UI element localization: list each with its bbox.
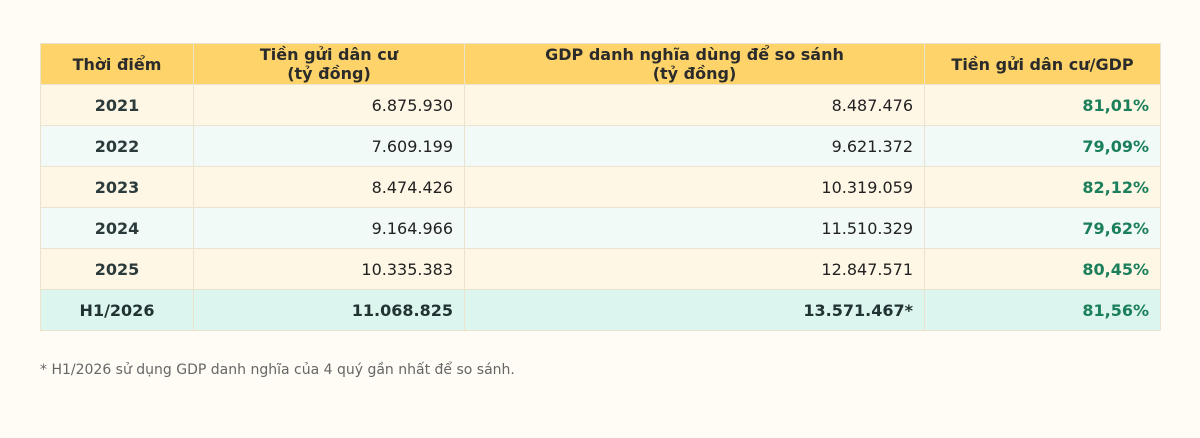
- table-cell: 2025: [40, 248, 194, 290]
- table-row: 2024 9.164.966 11.510.329 79,62%: [40, 207, 1161, 249]
- footnote: * H1/2026 sử dụng GDP danh nghĩa của 4 q…: [40, 362, 515, 378]
- table-cell: 7.609.199: [193, 125, 465, 167]
- table-row: 2023 8.474.426 10.319.059 82,12%: [40, 166, 1161, 208]
- data-table: Thời điểm Tiền gửi dân cư (tỷ đồng) GDP da…: [40, 43, 1161, 331]
- table-cell: 9.621.372: [464, 125, 925, 167]
- table-cell: 81,56%: [924, 289, 1161, 331]
- table-cell: 79,62%: [924, 207, 1161, 249]
- column-header: Thời điểm: [40, 43, 194, 85]
- table-cell: 2022: [40, 125, 194, 167]
- table-cell: 2023: [40, 166, 194, 208]
- table-cell: 11.068.825: [193, 289, 465, 331]
- column-header: Tiền gửi dân cư/GDP: [924, 43, 1161, 85]
- table-cell: 80,45%: [924, 248, 1161, 290]
- table-cell: 12.847.571: [464, 248, 925, 290]
- table-body: 2021 6.875.930 8.487.476 81,01% 2022 7.609.19…: [40, 84, 1161, 331]
- table-cell: 8.487.476: [464, 84, 925, 126]
- table-cell: H1/2026: [40, 289, 194, 331]
- table-cell: 79,09%: [924, 125, 1161, 167]
- table-cell: 9.164.966: [193, 207, 465, 249]
- table-cell: 6.875.930: [193, 84, 465, 126]
- column-header: Tiền gửi dân cư (tỷ đồng): [193, 43, 465, 85]
- table-cell: 81,01%: [924, 84, 1161, 126]
- header-row: Thời điểm Tiền gửi dân cư (tỷ đồng) GDP da…: [40, 43, 1161, 85]
- table-cell: 82,12%: [924, 166, 1161, 208]
- table-row: H1/2026 11.068.825 13.571.467* 81,56%: [40, 289, 1161, 331]
- table-cell: 8.474.426: [193, 166, 465, 208]
- table-cell: 10.319.059: [464, 166, 925, 208]
- table-cell: 11.510.329: [464, 207, 925, 249]
- table-row: 2021 6.875.930 8.487.476 81,01%: [40, 84, 1161, 126]
- column-header: GDP danh nghĩa dùng để so sánh (tỷ đồng): [464, 43, 925, 85]
- table-cell: 2024: [40, 207, 194, 249]
- table-row: 2022 7.609.199 9.621.372 79,09%: [40, 125, 1161, 167]
- table-cell: 13.571.467*: [464, 289, 925, 331]
- table-cell: 10.335.383: [193, 248, 465, 290]
- table-cell: 2021: [40, 84, 194, 126]
- table-container: Thời điểm Tiền gửi dân cư (tỷ đồng) GDP da…: [40, 43, 1161, 331]
- table-row: 2025 10.335.383 12.847.571 80,45%: [40, 248, 1161, 290]
